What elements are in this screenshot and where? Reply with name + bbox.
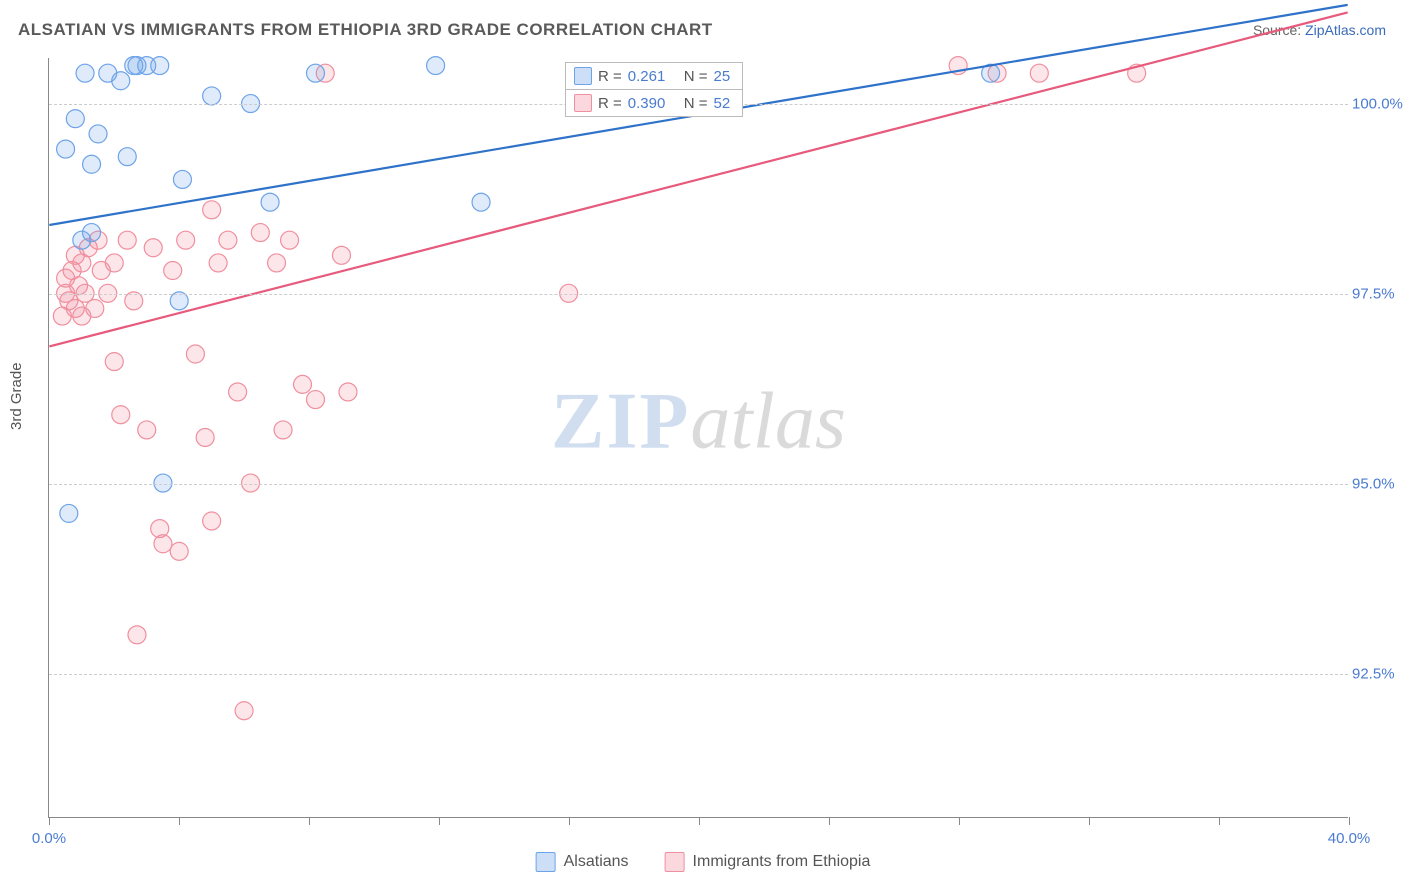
xtick [699, 817, 700, 825]
scatter-point [274, 421, 292, 439]
legend-stats-row-1: R = 0.390 N = 52 [566, 90, 742, 116]
scatter-point [170, 542, 188, 560]
scatter-point [144, 239, 162, 257]
scatter-point [128, 626, 146, 644]
scatter-point [268, 254, 286, 272]
legend-n-value-0: 25 [714, 68, 731, 85]
plot-area: ZIPatlas 92.5%95.0%97.5%100.0%0.0%40.0% [48, 58, 1348, 818]
gridline-h [49, 484, 1348, 485]
ytick-label: 97.5% [1352, 285, 1404, 302]
scatter-point [203, 87, 221, 105]
xtick [1349, 817, 1350, 825]
scatter-point [203, 201, 221, 219]
legend-r-label-0: R = [598, 68, 622, 85]
scatter-point [164, 262, 182, 280]
scatter-point [209, 254, 227, 272]
scatter-point [332, 246, 350, 264]
xtick [179, 817, 180, 825]
scatter-point [235, 702, 253, 720]
legend-stats-row-0: R = 0.261 N = 25 [566, 63, 742, 90]
xtick-label: 0.0% [32, 830, 66, 847]
scatter-point [57, 140, 75, 158]
scatter-point [112, 406, 130, 424]
legend-n-label-0: N = [684, 68, 708, 85]
xtick [829, 817, 830, 825]
scatter-point [112, 72, 130, 90]
scatter-point [307, 64, 325, 82]
legend-series: Alsatians Immigrants from Ethiopia [536, 852, 871, 872]
legend-r-value-1: 0.390 [628, 95, 674, 112]
scatter-point [105, 254, 123, 272]
scatter-point [307, 391, 325, 409]
xtick [309, 817, 310, 825]
svg-layer [49, 58, 1348, 817]
scatter-point [154, 535, 172, 553]
scatter-point [203, 512, 221, 530]
scatter-point [427, 57, 445, 75]
xtick [49, 817, 50, 825]
chart-title: ALSATIAN VS IMMIGRANTS FROM ETHIOPIA 3RD… [18, 20, 713, 40]
scatter-point [76, 64, 94, 82]
ytick-label: 100.0% [1352, 95, 1404, 112]
y-axis-label: 3rd Grade [8, 362, 25, 430]
legend-series-label-1: Immigrants from Ethiopia [693, 853, 871, 871]
xtick-label: 40.0% [1328, 830, 1371, 847]
scatter-point [281, 231, 299, 249]
scatter-point [173, 170, 191, 188]
legend-swatch-0 [574, 67, 592, 85]
scatter-point [261, 193, 279, 211]
scatter-point [177, 231, 195, 249]
scatter-point [83, 155, 101, 173]
xtick [959, 817, 960, 825]
source-value: ZipAtlas.com [1305, 22, 1386, 38]
scatter-point [229, 383, 247, 401]
source-attribution: Source: ZipAtlas.com [1253, 22, 1386, 38]
legend-r-label-1: R = [598, 95, 622, 112]
scatter-point [472, 193, 490, 211]
ytick-label: 95.0% [1352, 475, 1404, 492]
scatter-point [118, 231, 136, 249]
legend-series-label-0: Alsatians [564, 853, 629, 871]
chart-container: ALSATIAN VS IMMIGRANTS FROM ETHIOPIA 3RD… [0, 0, 1406, 892]
scatter-point [1030, 64, 1048, 82]
xtick [439, 817, 440, 825]
scatter-point [105, 353, 123, 371]
scatter-point [89, 125, 107, 143]
scatter-point [196, 429, 214, 447]
legend-series-item-0: Alsatians [536, 852, 629, 872]
scatter-point [66, 110, 84, 128]
scatter-point [294, 375, 312, 393]
scatter-point [251, 224, 269, 242]
xtick [1219, 817, 1220, 825]
scatter-point [60, 504, 78, 522]
legend-n-value-1: 52 [714, 95, 731, 112]
legend-series-swatch-1 [665, 852, 685, 872]
legend-series-swatch-0 [536, 852, 556, 872]
scatter-point [138, 421, 156, 439]
gridline-h [49, 674, 1348, 675]
scatter-point [86, 299, 104, 317]
legend-n-label-1: N = [684, 95, 708, 112]
scatter-point [186, 345, 204, 363]
legend-stats: R = 0.261 N = 25 R = 0.390 N = 52 [565, 62, 743, 117]
legend-swatch-1 [574, 94, 592, 112]
scatter-point [118, 148, 136, 166]
xtick [1089, 817, 1090, 825]
scatter-point [151, 57, 169, 75]
legend-series-item-1: Immigrants from Ethiopia [665, 852, 871, 872]
scatter-point [219, 231, 237, 249]
scatter-point [339, 383, 357, 401]
xtick [569, 817, 570, 825]
scatter-point [83, 224, 101, 242]
gridline-h [49, 294, 1348, 295]
legend-r-value-0: 0.261 [628, 68, 674, 85]
ytick-label: 92.5% [1352, 665, 1404, 682]
